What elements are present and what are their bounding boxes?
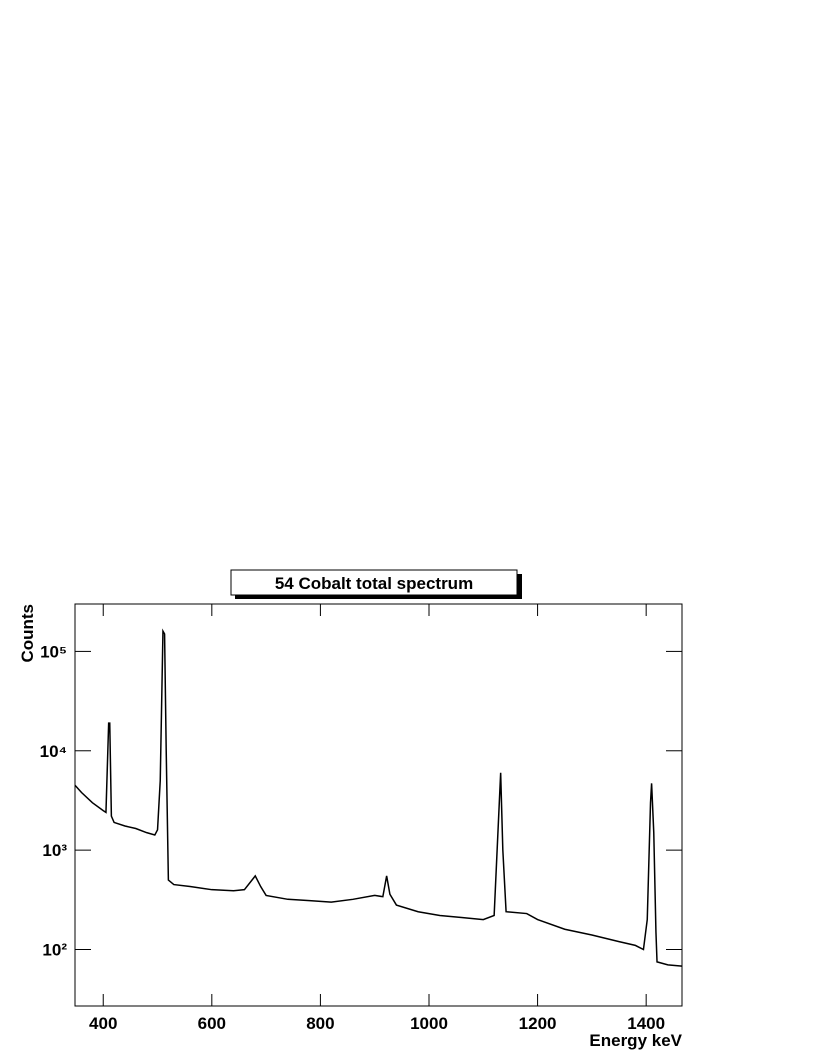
x-tick-label: 1000 — [410, 1014, 448, 1033]
title-box — [230, 569, 518, 596]
x-tick-label: 800 — [306, 1014, 334, 1033]
y-tick-label: 10⁴ — [40, 742, 67, 761]
y-axis-label: Counts — [18, 604, 37, 663]
spectrum-line — [74, 628, 683, 967]
y-tick-label: 10⁵ — [40, 642, 67, 661]
x-tick-label: 1200 — [519, 1014, 557, 1033]
x-tick-label: 1400 — [627, 1014, 665, 1033]
x-tick-label: 400 — [89, 1014, 117, 1033]
x-tick-label: 600 — [198, 1014, 226, 1033]
x-axis-label: Energy keV — [589, 1031, 682, 1050]
y-tick-label: 10³ — [42, 841, 67, 860]
y-tick-label: 10² — [42, 940, 67, 959]
chart-title: 54 Cobalt total spectrum — [275, 574, 473, 593]
plot-frame — [74, 603, 683, 1007]
